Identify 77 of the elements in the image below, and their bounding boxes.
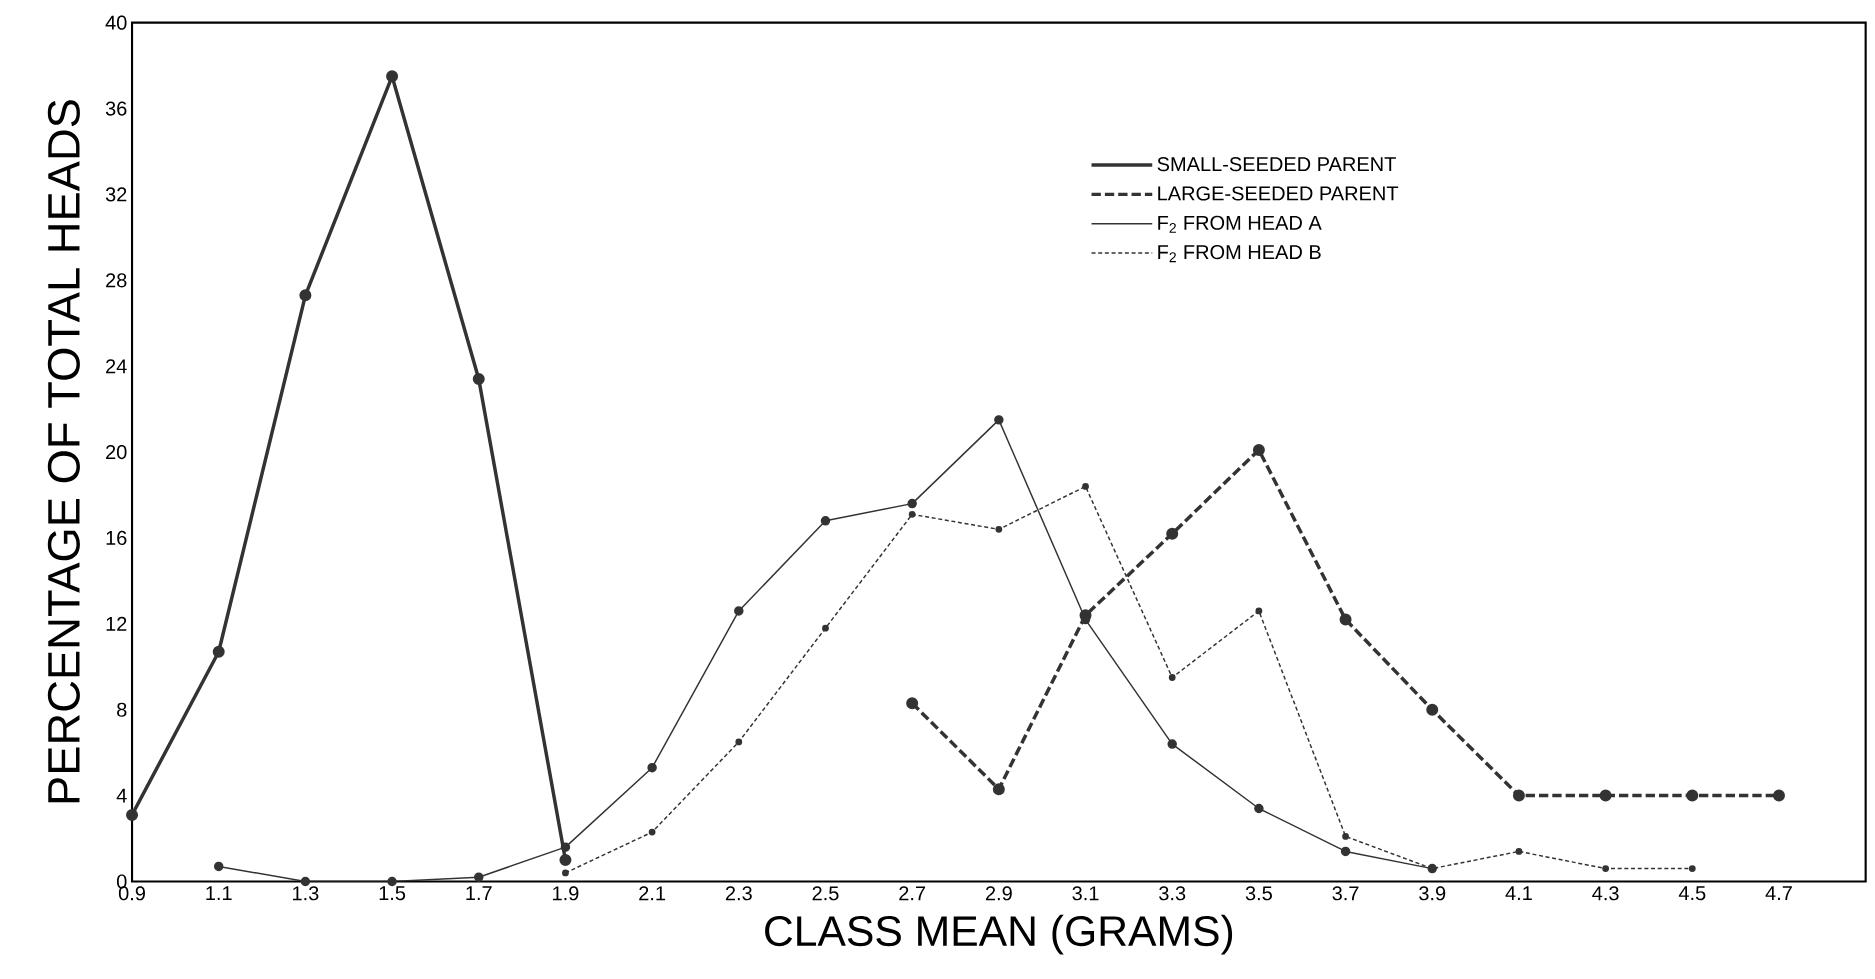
point (820, 516, 831, 526)
point (1686, 789, 1699, 802)
x-tick-label: 3.1 (1072, 886, 1099, 901)
y-tick-label: 24 (106, 359, 127, 374)
point (1515, 848, 1523, 855)
x-axis-title: CLASS MEAN (GRAMS) (765, 914, 1233, 955)
x-tick-label: 1.3 (293, 886, 319, 901)
y-tick-label: 40 (105, 15, 127, 30)
point (1082, 483, 1089, 490)
point (387, 876, 397, 887)
legend-label: F$_{2}$ FROM HEAD B (1158, 245, 1321, 263)
point (386, 70, 399, 83)
x-tick-label: 3.9 (1419, 886, 1446, 901)
point (992, 783, 1005, 796)
point (1772, 789, 1785, 802)
point (994, 415, 1004, 425)
y-tick-label: 20 (106, 445, 127, 460)
x-tick-label: 2.3 (725, 886, 752, 901)
point (1252, 444, 1265, 457)
x-tick-label: 3.5 (1245, 886, 1272, 901)
point (908, 511, 916, 518)
y-tick-label: 32 (105, 187, 127, 202)
point (562, 869, 569, 877)
x-tick-label: 4.7 (1765, 886, 1792, 901)
point (474, 872, 484, 882)
y-tick-label: 16 (106, 530, 127, 546)
y-axis-title: PERCENTAGE OF TOTAL HEADS (47, 100, 80, 803)
point (1168, 674, 1176, 681)
point (734, 606, 744, 616)
x-tick-label: 1.7 (466, 886, 492, 901)
point (213, 861, 224, 872)
x-tick-label: 3.3 (1159, 886, 1186, 901)
point (560, 842, 571, 852)
point (1688, 865, 1696, 873)
y-tick-label: 8 (117, 702, 127, 717)
x-tick-label: 2.5 (812, 886, 839, 901)
y-tick-label: 28 (106, 273, 127, 288)
x-tick-label: 1.5 (379, 886, 406, 901)
x-tick-label: 1.1 (206, 886, 232, 901)
point (1342, 833, 1349, 840)
point (299, 289, 312, 302)
x-tick-label: 3.7 (1332, 886, 1359, 901)
x-tick-label: 2.1 (639, 886, 666, 901)
point (1255, 607, 1263, 615)
point (1254, 803, 1264, 814)
point (212, 645, 225, 658)
point (1167, 739, 1177, 749)
point (995, 526, 1003, 533)
x-tick-label: 2.7 (899, 886, 926, 901)
point (559, 854, 572, 867)
point (647, 763, 657, 773)
point (126, 808, 139, 822)
legend-label: SMALL-SEEDED PARENT (1157, 157, 1396, 172)
point (1166, 527, 1179, 540)
y-tick-label: 36 (105, 101, 127, 116)
point (300, 876, 311, 887)
x-tick-label: 4.3 (1592, 886, 1619, 901)
y-tick-label: 12 (106, 616, 127, 631)
y-tick-label: 4 (116, 788, 127, 803)
point (1426, 703, 1439, 716)
point (1599, 789, 1612, 802)
x-tick-label: 2.9 (985, 886, 1012, 901)
point (1339, 613, 1352, 626)
point (1602, 865, 1610, 873)
legend-label: LARGE-SEEDED PARENT (1158, 186, 1399, 201)
point (822, 624, 829, 632)
point (735, 738, 743, 746)
legend-label: F$_{2}$ FROM HEAD A (1158, 215, 1322, 233)
point (472, 373, 485, 386)
point (1340, 846, 1351, 857)
point (906, 697, 919, 710)
point (1512, 789, 1525, 802)
point (648, 828, 656, 836)
point (907, 498, 917, 509)
x-tick-label: 1.9 (553, 886, 579, 901)
x-tick-label: 4.5 (1678, 886, 1706, 901)
x-tick-label: 4.1 (1505, 886, 1532, 901)
